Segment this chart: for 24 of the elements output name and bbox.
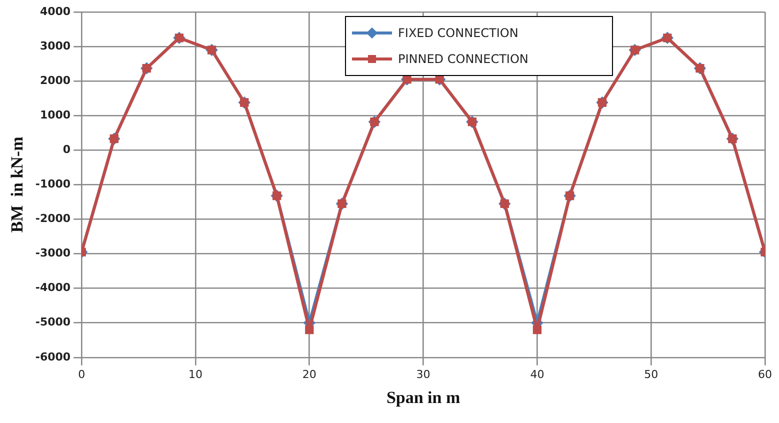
y-tick-label: -1000 xyxy=(35,178,71,191)
x-axis-title: Span in m xyxy=(386,388,460,408)
x-tick-label: 10 xyxy=(188,368,202,381)
point xyxy=(532,325,542,334)
y-tick-label: 3000 xyxy=(40,39,71,52)
x-tick-label: 30 xyxy=(416,368,430,381)
y-tick-label: 2000 xyxy=(40,74,71,87)
y-tick-label: 1000 xyxy=(40,108,71,122)
y-tick-label: 0 xyxy=(62,143,71,156)
x-tick-label: 20 xyxy=(302,368,316,381)
y-tick-label: 4000 xyxy=(40,4,71,18)
y-tick-label: -3000 xyxy=(35,246,71,260)
y-axis-title: BM in kN-m xyxy=(8,136,27,233)
y-tick-label: -6000 xyxy=(35,350,71,364)
x-tick-label: 0 xyxy=(78,368,86,381)
legend-label: FIXED CONNECTION xyxy=(398,26,518,40)
point xyxy=(305,325,314,334)
y-tick-label: -2000 xyxy=(35,212,71,226)
legend-label: PINNED CONNECTION xyxy=(398,52,528,66)
y-tick-label: -4000 xyxy=(35,281,71,294)
x-tick-label: 60 xyxy=(758,368,772,381)
x-tick-label: 50 xyxy=(644,368,658,381)
x-tick-label: 40 xyxy=(530,368,544,381)
y-tick-label: -5000 xyxy=(35,316,71,329)
